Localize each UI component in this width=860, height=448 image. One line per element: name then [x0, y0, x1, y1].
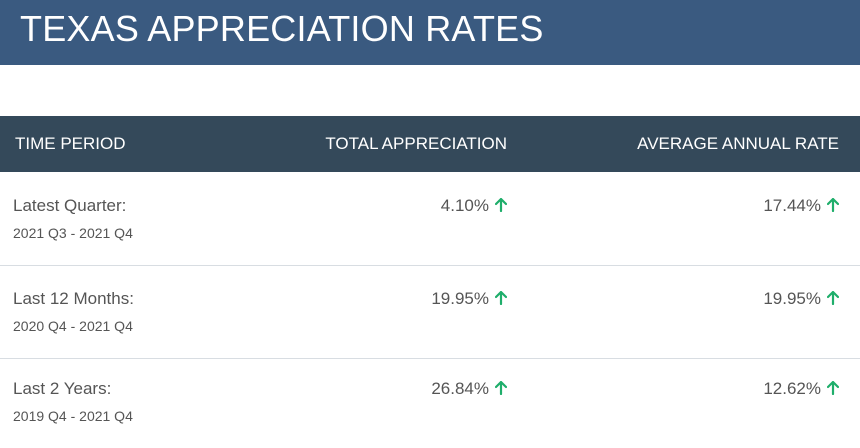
average-annual-rate-value: 17.44%	[763, 196, 839, 216]
period-label: Last 12 Months:	[13, 289, 134, 308]
period-range: 2021 Q3 - 2021 Q4	[13, 225, 133, 241]
average-annual-rate-text: 19.95%	[763, 289, 821, 308]
average-annual-rate-text: 12.62%	[763, 379, 821, 398]
total-appreciation-value: 26.84%	[431, 379, 507, 399]
total-appreciation-text: 4.10%	[440, 196, 489, 215]
total-appreciation-text: 19.95%	[431, 289, 489, 308]
average-annual-rate-text: 17.44%	[763, 196, 821, 215]
arrow-up-icon	[495, 291, 507, 305]
period-range: 2019 Q4 - 2021 Q4	[13, 408, 133, 424]
table-row: Last 2 Years: 2019 Q4 - 2021 Q4 26.84% 1…	[0, 356, 860, 448]
period-label: Latest Quarter:	[13, 196, 127, 215]
arrow-up-icon	[495, 381, 507, 395]
total-appreciation-value: 4.10%	[441, 196, 507, 216]
table-row: Latest Quarter: 2021 Q3 - 2021 Q4 4.10% …	[0, 173, 860, 266]
total-appreciation-text: 26.84%	[431, 379, 489, 398]
period-label: Last 2 Years:	[13, 379, 112, 398]
table-row: Last 12 Months: 2020 Q4 - 2021 Q4 19.95%…	[0, 266, 860, 359]
page-title: TEXAS APPRECIATION RATES	[20, 8, 544, 49]
arrow-up-icon	[495, 198, 507, 212]
arrow-up-icon	[827, 198, 839, 212]
period-range: 2020 Q4 - 2021 Q4	[13, 318, 133, 334]
arrow-up-icon	[827, 291, 839, 305]
title-bar: TEXAS APPRECIATION RATES	[0, 0, 860, 65]
total-appreciation-value: 19.95%	[431, 289, 507, 309]
average-annual-rate-value: 19.95%	[763, 289, 839, 309]
arrow-up-icon	[827, 381, 839, 395]
header-time-period: TIME PERIOD	[15, 134, 126, 153]
table-header: TIME PERIOD TOTAL APPRECIATION AVERAGE A…	[0, 116, 860, 172]
header-total-appreciation: TOTAL APPRECIATION	[325, 134, 507, 153]
header-average-annual-rate: AVERAGE ANNUAL RATE	[637, 134, 839, 153]
average-annual-rate-value: 12.62%	[763, 379, 839, 399]
